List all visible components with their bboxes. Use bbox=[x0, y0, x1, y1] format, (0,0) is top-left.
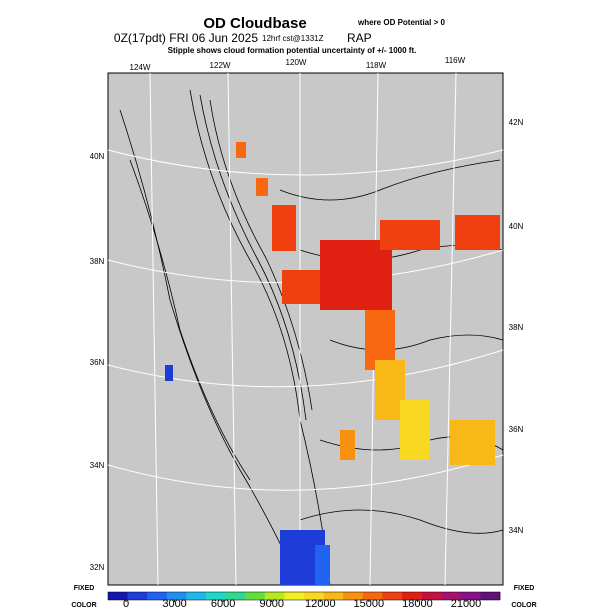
lat-label: 34N bbox=[509, 526, 524, 535]
colorbar-side-label: FIXED bbox=[74, 585, 95, 592]
colorbar-tick-label: 3000 bbox=[162, 598, 186, 610]
colorbar-tick-label: 21000 bbox=[451, 598, 482, 610]
lat-label: 36N bbox=[509, 425, 524, 434]
lat-label: 40N bbox=[509, 222, 524, 231]
colorbar-swatch bbox=[480, 592, 501, 600]
lon-label: 122W bbox=[210, 61, 231, 70]
lat-label: 38N bbox=[509, 323, 524, 332]
colorbar-frame bbox=[107, 591, 501, 601]
title-note: where OD Potential > 0 bbox=[357, 18, 445, 27]
colorbar-swatch bbox=[108, 592, 128, 600]
colorbar-side-label: COLOR bbox=[511, 602, 536, 609]
colorbar-swatch bbox=[421, 592, 442, 600]
title: OD Cloudbase bbox=[203, 15, 306, 32]
colorbar-tick-label: 15000 bbox=[354, 598, 385, 610]
colorbar-swatch bbox=[166, 592, 187, 600]
colorbar-swatch bbox=[323, 592, 344, 600]
lat-label: 42N bbox=[509, 118, 524, 127]
colorbar-tick-label: 12000 bbox=[305, 598, 336, 610]
colorbar-tick-label: 18000 bbox=[402, 598, 433, 610]
lat-label: 38N bbox=[90, 257, 105, 266]
colorbar-swatch bbox=[460, 592, 481, 600]
colorbar-swatch bbox=[284, 592, 305, 600]
colorbar-swatch bbox=[225, 592, 246, 600]
colorbar-swatch bbox=[245, 592, 266, 600]
lat-label: 34N bbox=[90, 461, 105, 470]
colorbar-side-label: COLOR bbox=[71, 602, 96, 609]
colorbar-swatch bbox=[147, 592, 168, 600]
colorbar-swatch bbox=[362, 592, 383, 600]
lon-label: 116W bbox=[445, 56, 466, 65]
colorbar-side-label: FIXED bbox=[514, 585, 535, 592]
header: OD Cloudbase where OD Potential > 0 0Z(1… bbox=[114, 15, 446, 55]
contours bbox=[119, 89, 504, 586]
colorbar-tick-label: 0 bbox=[123, 598, 129, 610]
subtitle: Stipple shows cloud formation potential … bbox=[168, 46, 417, 55]
colorbar-swatch bbox=[402, 592, 422, 600]
colorbar-swatch bbox=[382, 592, 403, 600]
colorbar-swatch bbox=[304, 592, 324, 600]
lat-label: 40N bbox=[90, 152, 105, 161]
cloudbase-cells bbox=[165, 142, 500, 585]
valid-time: 0Z(17pdt) FRI 06 Jun 2025 bbox=[114, 31, 258, 45]
map: 124W 122W 120W 118W 116W 40N 38N 36N 34N… bbox=[90, 56, 524, 586]
lat-label: 32N bbox=[90, 563, 105, 572]
colorbar-swatch bbox=[343, 592, 364, 600]
colorbar-swatch bbox=[206, 592, 226, 600]
map-frame bbox=[107, 72, 504, 586]
colorbar-tick-label: 6000 bbox=[211, 598, 235, 610]
lon-labels: 124W 122W 120W 118W 116W bbox=[130, 56, 466, 72]
colorbar-tick-label: 9000 bbox=[259, 598, 283, 610]
lon-label: 120W bbox=[286, 58, 307, 67]
lon-label: 118W bbox=[366, 61, 387, 70]
lon-label: 124W bbox=[130, 63, 151, 72]
colorbar-swatch bbox=[264, 592, 285, 600]
colorbar-swatch bbox=[127, 592, 148, 600]
colorbar-swatch bbox=[186, 592, 207, 600]
forecast-info: 12hrf cst@1331Z bbox=[262, 34, 324, 43]
colorbar-swatch bbox=[441, 592, 462, 600]
colorbar: FIXED COLOR FIXED COLOR 0 3000 6000 9000 120… bbox=[71, 585, 536, 610]
lat-label: 36N bbox=[90, 358, 105, 367]
lat-labels: 40N 38N 36N 34N 32N 42N 40N 38N 36N 34N bbox=[90, 118, 524, 572]
model: RAP bbox=[347, 31, 372, 45]
